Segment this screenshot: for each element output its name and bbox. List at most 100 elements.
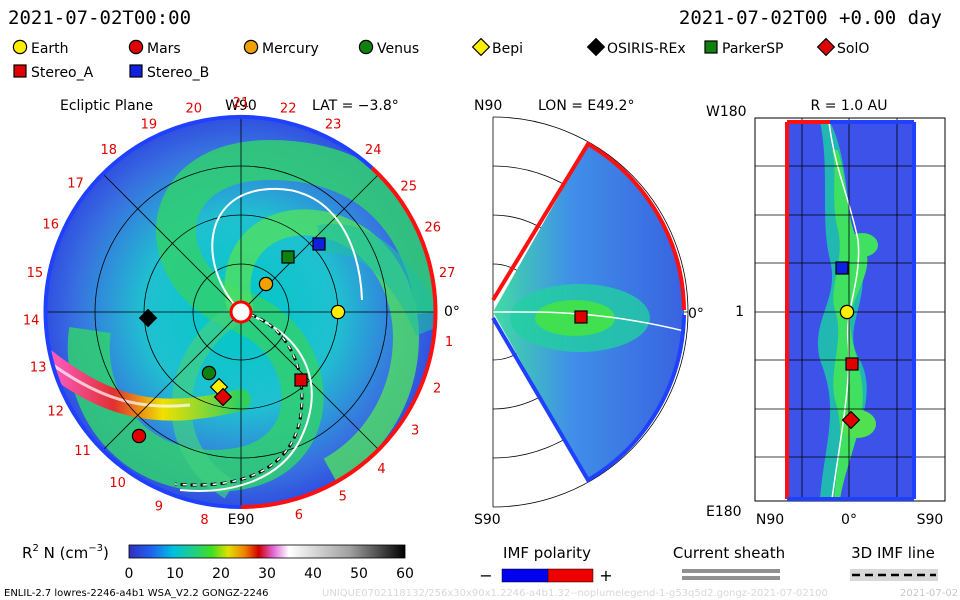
- radial-title: R = 1.0 AU: [811, 98, 888, 114]
- radial-marker-stereo-b: [835, 261, 849, 275]
- header-right-time: 2021-07-02T00 +0.00 day: [679, 7, 942, 29]
- footer-date: 2021-07-02: [900, 588, 958, 599]
- legend-label-parkersp: ParkerSP: [722, 41, 783, 57]
- imf-spiral-line-1: [211, 187, 363, 313]
- legend-label-venus: Venus: [377, 41, 419, 57]
- carrington-label-2: 2: [433, 381, 441, 396]
- legend-label-osiris-rex: OSIRIS-REx: [607, 41, 686, 57]
- carrington-label-15: 15: [27, 266, 44, 281]
- carrington-label-16: 16: [42, 217, 59, 232]
- legend-marker-solo: [816, 37, 836, 57]
- carrington-label-6: 6: [295, 508, 303, 523]
- imf-polarity-legend: IMF polarity − +: [479, 544, 612, 585]
- ecliptic-marker-stereo-b: [312, 237, 326, 251]
- ecliptic-marker-parkersp: [281, 250, 295, 264]
- radial-x-label-n90: N90: [756, 512, 784, 528]
- radial-marker-stereo-a: [845, 357, 859, 371]
- carrington-label-24: 24: [365, 143, 382, 158]
- ecliptic-marker-osiris-rex: [138, 308, 158, 328]
- meridional-top-label: N90: [474, 98, 502, 114]
- carrington-label-19: 19: [141, 117, 158, 132]
- radial-marker-earth: [839, 304, 855, 320]
- legend-marker-bepi: [471, 37, 491, 57]
- ecliptic-top-label: W90: [225, 98, 257, 114]
- meridional-density-map: [493, 144, 685, 480]
- legend-marker-osiris-rex: [586, 37, 606, 57]
- current-sheath-title: Current sheath: [673, 544, 785, 562]
- ecliptic-grid: [46, 117, 436, 507]
- carrington-label-17: 17: [67, 177, 84, 192]
- carrington-label-8: 8: [200, 513, 208, 528]
- colorbar-tick-60: 60: [396, 566, 414, 582]
- ecliptic-marker-mercury: [258, 276, 274, 292]
- carrington-label-23: 23: [325, 117, 342, 132]
- legend-marker-mars: [128, 39, 144, 55]
- radial-marker-solo: [841, 410, 861, 430]
- colorbar-tick-10: 10: [166, 566, 184, 582]
- imf-polarity-positive-swatch: [547, 568, 594, 583]
- ecliptic-boundary-blue: [43, 115, 374, 510]
- carrington-label-18: 18: [101, 143, 118, 158]
- meridional-right-label: 0°: [688, 306, 704, 322]
- ecliptic-body-markers: [131, 237, 346, 444]
- colorbar-ticks: 0 10 20 30 40 50 60: [125, 566, 414, 582]
- colorbar-tick-50: 50: [350, 566, 368, 582]
- legend-label-solo: SolO: [837, 41, 869, 57]
- carrington-label-4: 4: [377, 462, 385, 477]
- legend-label-earth: Earth: [31, 41, 69, 57]
- legend-label-mercury: Mercury: [262, 41, 319, 57]
- header-left-time: 2021-07-02T00:00: [8, 7, 191, 29]
- imf-spiral-line-2: [179, 311, 313, 492]
- ecliptic-lat-label: LAT = −3.8°: [312, 98, 399, 114]
- carrington-label-11: 11: [74, 444, 91, 459]
- current-sheath-legend: Current sheath: [673, 544, 785, 580]
- legend-marker-stereo-b: [129, 64, 143, 78]
- sun-inner-boundary: [229, 300, 253, 324]
- colorbar-tick-40: 40: [304, 566, 322, 582]
- legend-marker-stereo-a: [13, 64, 27, 78]
- meridional-bottom-label: S90: [474, 512, 501, 528]
- ecliptic-marker-mars: [131, 428, 147, 444]
- radial-x-label-s90: S90: [917, 512, 944, 528]
- carrington-label-10: 10: [109, 476, 126, 491]
- carrington-label-1: 1: [445, 335, 453, 350]
- meridional-boundary-red: [491, 141, 686, 311]
- footer-run-info: ENLIL-2.7 lowres-2246-a4b1 WSA_V2.2 GONG…: [4, 588, 269, 599]
- ecliptic-marker-venus: [201, 365, 217, 381]
- colorbar-tick-20: 20: [212, 566, 230, 582]
- carrington-label-20: 20: [186, 101, 203, 116]
- meridional-marker-stereo-a: [574, 310, 588, 324]
- meridional-panel: N90 LON = E49.2° 0° S90: [474, 98, 704, 528]
- ecliptic-right-label: 0°: [444, 304, 460, 320]
- ecliptic-bottom-label: E90: [228, 512, 255, 528]
- ecliptic-boundary-red: [240, 166, 438, 509]
- radial-panel: R = 1.0 AU W180 1 E180: [706, 98, 946, 528]
- body-legend: Earth Mars Mercury Venus Bepi OSIRIS-REx Parke…: [12, 37, 869, 81]
- footer-run-id: UNIQUE0702118132/256x30x90x1.2246-a4b1.3…: [322, 588, 828, 599]
- carrington-label-3: 3: [411, 423, 419, 438]
- radial-x-label-0: 0°: [841, 512, 857, 528]
- legend-marker-mercury: [243, 39, 259, 55]
- ecliptic-marker-solo: [213, 387, 233, 407]
- legend-marker-parkersp: [704, 40, 718, 54]
- imf-polarity-negative-swatch: [501, 568, 549, 583]
- legend-label-bepi: Bepi: [492, 41, 523, 57]
- carrington-label-9: 9: [155, 499, 163, 514]
- colorbar-gradient: [128, 544, 406, 559]
- carrington-label-14: 14: [23, 313, 40, 328]
- legend-marker-venus: [358, 39, 374, 55]
- ecliptic-title: Ecliptic Plane: [60, 98, 153, 114]
- radial-mid-left-label: 1: [735, 304, 744, 320]
- carrington-label-12: 12: [47, 405, 64, 420]
- legend-marker-earth: [12, 39, 28, 55]
- imf-polarity-title: IMF polarity: [503, 544, 591, 562]
- carrington-label-26: 26: [425, 221, 442, 236]
- carrington-label-21: 21: [233, 96, 250, 111]
- carrington-label-25: 25: [400, 180, 417, 195]
- meridional-lon-label: LON = E49.2°: [538, 98, 634, 114]
- colorbar-label: R2 N (cm−3): [22, 543, 109, 562]
- legend-label-stereo-b: Stereo_B: [147, 65, 209, 81]
- imf-polarity-plus: +: [599, 566, 612, 585]
- legend-label-stereo-a: Stereo_A: [31, 65, 94, 81]
